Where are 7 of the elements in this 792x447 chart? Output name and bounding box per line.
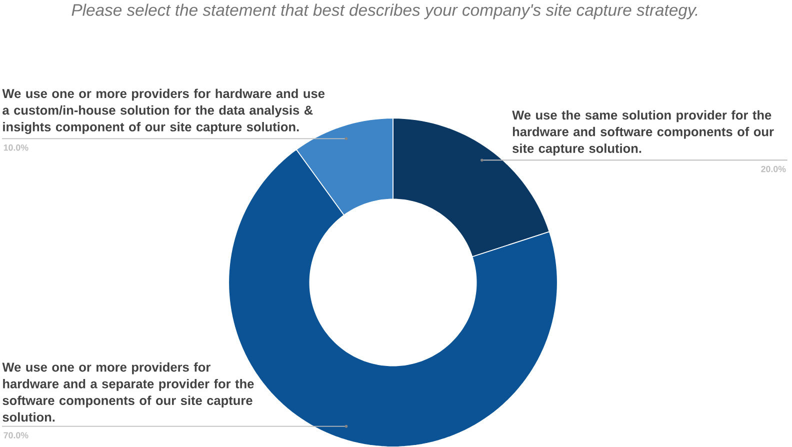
slice-label: We use one or more providers for hardware and use a custom/in-house solution for the data analysis & insights component of our site capture solution. (2, 88, 325, 134)
data-label: 20.0% (761, 166, 786, 172)
data-label: 70.0% (4, 432, 28, 438)
chart-title: Please select the statement that best describes your company's site capture strategy. (72, 4, 698, 20)
data-label: 10.0% (4, 144, 28, 151)
slice-label: We use the same solution provider for the hardware and software components of our site capture solution. (512, 110, 774, 156)
slice-label: We use one or more providers for hardware and a separate provider for the software components of our site capture solution. (2, 362, 254, 422)
